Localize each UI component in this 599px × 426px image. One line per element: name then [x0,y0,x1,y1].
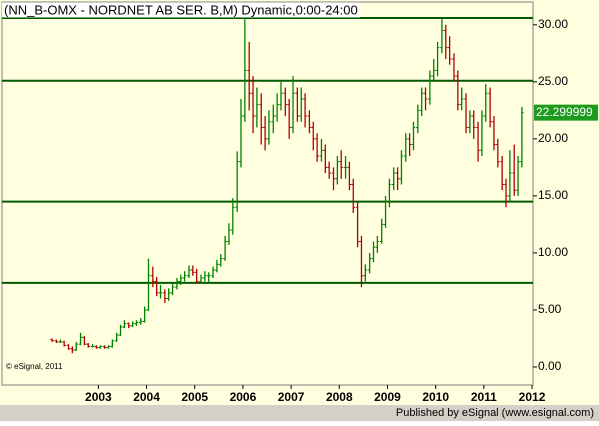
x-tick-label: 2009 [374,390,401,404]
y-tick-label: 0.00 [538,359,562,373]
x-tick-label: 2011 [471,390,497,404]
y-tick-label: 20.00 [538,131,568,145]
y-tick-label: 10.00 [538,245,568,259]
y-tick-label: 5.00 [538,302,562,316]
y-tick-label: 30.00 [538,17,568,31]
copyright: © eSignal, 2011 [6,362,63,371]
plot-frame [1,1,534,386]
y-tick-label: 25.00 [538,74,568,88]
x-tick-label: 2010 [422,390,449,404]
chart-title: (NN_B-OMX - NORDNET AB SER. B,M) Dynamic… [4,2,358,17]
x-tick-label: 2012 [519,390,546,404]
x-tick-label: 2007 [278,390,305,404]
x-tick-label: 2005 [181,390,208,404]
x-tick-label: 2006 [230,390,257,404]
x-tick-label: 2008 [326,390,353,404]
title-background [2,2,360,18]
footer-text: Published by eSignal (www.esignal.com) [396,407,594,419]
last-price-box [534,104,598,121]
footer-bar [0,405,599,421]
x-tick-label: 2003 [85,390,112,404]
last-price-label: 22.299999 [536,105,593,119]
x-tick-label: 2004 [133,390,160,404]
y-tick-label: 15.00 [538,188,568,202]
